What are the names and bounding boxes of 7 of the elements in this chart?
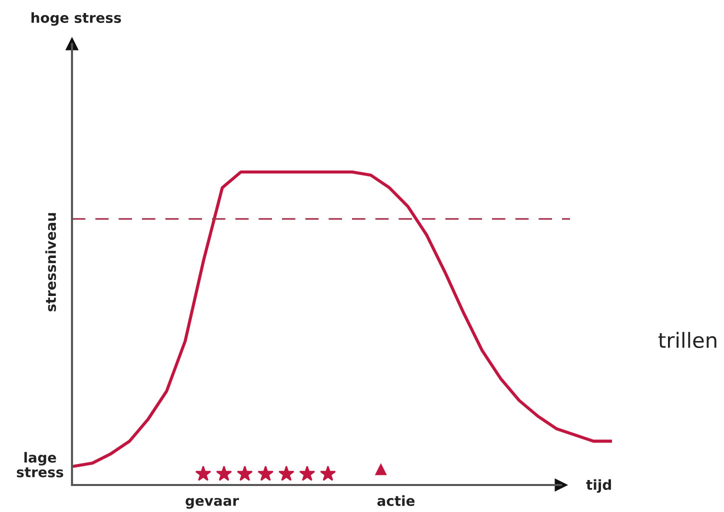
text: lage stress	[16, 452, 64, 478]
text: hoge stress	[32, 12, 122, 26]
text: gevaar	[186, 498, 239, 509]
x-axis-title: tijd	[586, 479, 611, 493]
text: actie	[377, 495, 415, 506]
y-axis-title: stressniveau	[45, 213, 56, 312]
text: trillen	[658, 332, 716, 348]
